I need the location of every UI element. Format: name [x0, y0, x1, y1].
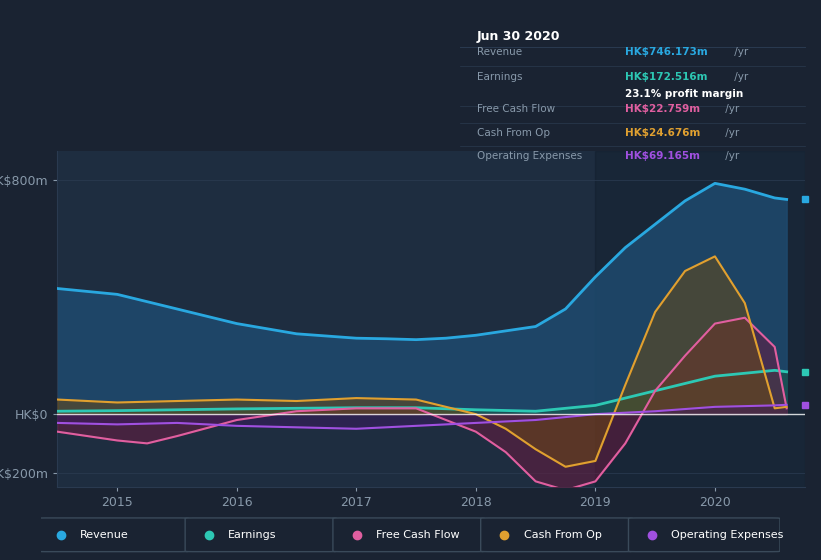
Text: /yr: /yr	[732, 47, 749, 57]
Text: HK$69.165m: HK$69.165m	[626, 151, 700, 161]
Bar	[595, 151, 805, 487]
Text: /yr: /yr	[722, 151, 739, 161]
Text: HK$172.516m: HK$172.516m	[626, 72, 708, 82]
Text: HK$746.173m: HK$746.173m	[626, 47, 708, 57]
Text: HK$22.759m: HK$22.759m	[626, 104, 700, 114]
Text: /yr: /yr	[722, 104, 739, 114]
FancyBboxPatch shape	[333, 518, 484, 552]
FancyBboxPatch shape	[186, 518, 337, 552]
Text: /yr: /yr	[722, 128, 739, 138]
FancyBboxPatch shape	[38, 518, 189, 552]
FancyBboxPatch shape	[629, 518, 780, 552]
Text: HK$24.676m: HK$24.676m	[626, 128, 700, 138]
Text: /yr: /yr	[732, 72, 749, 82]
Text: Operating Expenses: Operating Expenses	[672, 530, 784, 540]
Text: Cash From Op: Cash From Op	[524, 530, 602, 540]
Text: Revenue: Revenue	[80, 530, 129, 540]
Text: Earnings: Earnings	[228, 530, 277, 540]
Text: Jun 30 2020: Jun 30 2020	[477, 30, 561, 43]
Text: Revenue: Revenue	[477, 47, 522, 57]
FancyBboxPatch shape	[481, 518, 632, 552]
Text: Free Cash Flow: Free Cash Flow	[376, 530, 460, 540]
Text: Free Cash Flow: Free Cash Flow	[477, 104, 555, 114]
Text: 23.1% profit margin: 23.1% profit margin	[626, 89, 744, 99]
Text: Cash From Op: Cash From Op	[477, 128, 550, 138]
Text: Operating Expenses: Operating Expenses	[477, 151, 582, 161]
Text: Earnings: Earnings	[477, 72, 522, 82]
